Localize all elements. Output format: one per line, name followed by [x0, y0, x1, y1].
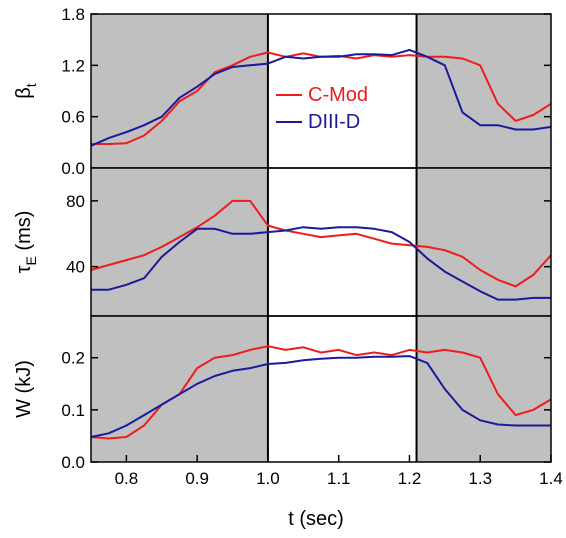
- y-tick-label: 1.2: [61, 56, 85, 75]
- x-tick-label: 1.4: [539, 469, 563, 488]
- series-line: [90, 199, 552, 288]
- series-line: [90, 48, 552, 147]
- y-axis-label: W (kJ): [13, 360, 35, 418]
- y-axis-label: βt: [13, 83, 39, 99]
- x-tick-label: 1.0: [256, 469, 280, 488]
- x-tick-label: 1.2: [398, 469, 422, 488]
- shaded-region: [416, 316, 551, 462]
- y-axis-label-sub: E: [23, 256, 39, 265]
- y-axis-label: τE (ms): [13, 211, 39, 274]
- y-tick-label: 0.0: [61, 159, 85, 178]
- y-tick-label: 80: [66, 192, 85, 211]
- legend-label: C-Mod: [308, 84, 368, 106]
- y-tick-label: 0.6: [61, 108, 85, 127]
- y-axis-label-sub: t: [23, 83, 39, 87]
- y-axis-label-main: β: [13, 87, 35, 99]
- shaded-region: [91, 316, 268, 462]
- y-axis-label-main: τ: [13, 265, 35, 273]
- x-tick-label: 1.1: [327, 469, 351, 488]
- y-tick-label: 0.1: [61, 401, 85, 420]
- y-tick-label: 0.0: [61, 453, 85, 472]
- x-tick-label: 0.9: [185, 469, 209, 488]
- y-axis-label-main: W (kJ): [13, 360, 35, 418]
- plot-frame: [90, 315, 552, 463]
- legend-label: DIII-D: [308, 111, 360, 133]
- x-tick-label: 1.3: [468, 469, 492, 488]
- shaded-region: [416, 14, 551, 168]
- x-tick-label: 0.8: [115, 469, 139, 488]
- y-axis-label-unit: (ms): [13, 211, 35, 257]
- y-tick-label: 0.2: [61, 349, 85, 368]
- shaded-region: [91, 14, 268, 168]
- y-tick-label: 40: [66, 258, 85, 277]
- x-axis-label: t (sec): [288, 508, 344, 530]
- shaded-region: [416, 168, 551, 316]
- series-line: [90, 355, 551, 438]
- series-line: [91, 226, 551, 301]
- y-tick-label: 1.8: [61, 5, 85, 24]
